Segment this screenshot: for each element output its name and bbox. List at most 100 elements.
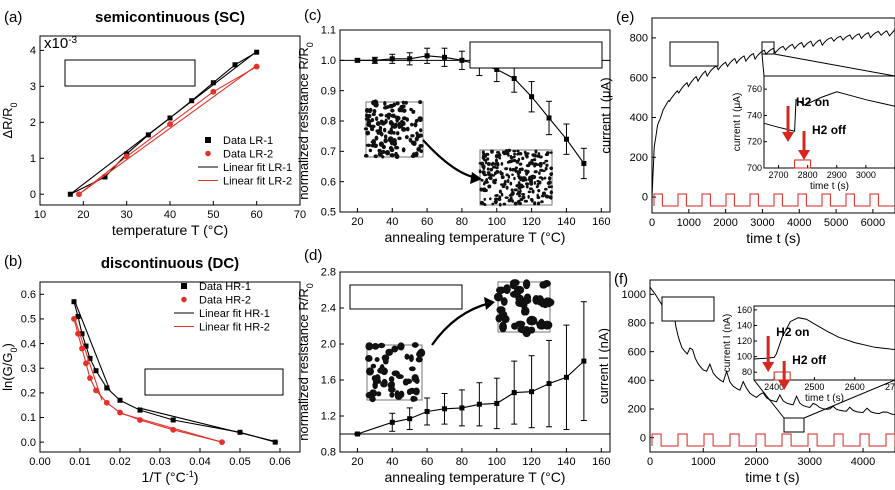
- x-axis-label-text: 1/T (°C: [142, 469, 186, 485]
- grain: [517, 325, 528, 334]
- grain: [381, 149, 386, 154]
- grain: [510, 192, 514, 197]
- grain: [513, 155, 516, 159]
- grain: [478, 169, 482, 174]
- grain: [486, 167, 490, 171]
- grain: [549, 190, 553, 195]
- y-tick-label: 0.9: [321, 85, 336, 97]
- y-axis-label: current I (nA): [596, 328, 611, 404]
- arrow-head: [798, 150, 811, 160]
- data-point: [389, 56, 395, 62]
- grain: [495, 169, 500, 174]
- x-tick-label: 0.05: [229, 456, 250, 468]
- grain: [539, 281, 548, 289]
- grain: [518, 194, 522, 198]
- grain: [518, 162, 523, 166]
- grain: [531, 161, 534, 166]
- grain: [540, 200, 544, 204]
- grain: [527, 194, 530, 199]
- y-tick-label: 600: [628, 346, 646, 358]
- plot-frame: [649, 279, 895, 453]
- grain: [492, 165, 497, 169]
- grain: [513, 176, 516, 181]
- inset-y-tick-label: 720: [747, 137, 762, 147]
- grain: [513, 152, 516, 156]
- inset-y-tick-label: 760: [747, 84, 762, 94]
- inset-y-tick-label: 140: [737, 320, 752, 330]
- x-tick-label: 0.04: [189, 456, 210, 468]
- grain: [385, 348, 394, 356]
- y-tick-label: 0.6: [321, 176, 336, 188]
- zoom-line: [803, 379, 895, 419]
- inset-x-tick-label: 3000: [856, 170, 876, 180]
- panel-label: (b): [4, 253, 22, 270]
- data-point: [210, 80, 216, 86]
- data-point: [354, 57, 360, 63]
- grain: [502, 202, 507, 206]
- fit-line: [73, 316, 103, 401]
- legend-label: Linear fit LR-1: [223, 162, 292, 174]
- arrow-head: [782, 132, 795, 142]
- grain: [387, 138, 393, 143]
- grain: [479, 187, 484, 192]
- grain: [523, 293, 532, 302]
- grain: [483, 197, 486, 201]
- legend-marker: [205, 137, 211, 143]
- grain: [383, 138, 388, 144]
- fit-line: [73, 298, 111, 391]
- grain: [499, 183, 504, 186]
- grain: [518, 167, 523, 171]
- data-point: [170, 417, 176, 423]
- grain: [373, 143, 378, 149]
- grain: [367, 113, 372, 119]
- grain: [490, 149, 494, 154]
- x-axis-label: annealing temperature T (°C): [385, 229, 566, 245]
- inset-x-tick-label: 2900: [827, 170, 847, 180]
- legend-marker: [181, 296, 187, 303]
- data-point: [253, 63, 260, 70]
- grain: [404, 100, 408, 105]
- grain: [414, 377, 420, 384]
- grain: [368, 148, 373, 153]
- data-point: [71, 299, 77, 305]
- grain: [517, 175, 521, 178]
- fit-line: [137, 407, 279, 443]
- grain: [541, 320, 553, 330]
- x-tick-label: 0: [647, 456, 653, 468]
- data-point: [123, 153, 130, 160]
- grain: [527, 190, 532, 194]
- grain: [368, 108, 372, 114]
- data-point: [563, 136, 569, 142]
- grain: [541, 298, 550, 309]
- chart-title: semicontinuous (SC): [95, 9, 245, 26]
- grain: [499, 321, 507, 333]
- grain: [545, 194, 550, 199]
- h2-pulse: [794, 159, 812, 169]
- x-tick-label: 2000: [744, 456, 768, 468]
- grain: [404, 353, 410, 360]
- data-point: [354, 431, 360, 437]
- data-point: [511, 76, 517, 82]
- microstructure-hr-after: [493, 279, 555, 338]
- zoom-source-box: [783, 417, 805, 433]
- grain: [538, 180, 542, 185]
- inset-x-tick-label: 2400: [764, 382, 784, 392]
- grain: [483, 158, 488, 162]
- grain: [373, 154, 378, 159]
- data-point: [167, 121, 173, 127]
- grain: [405, 126, 410, 132]
- x-axis-label-text: time t (s): [746, 230, 800, 246]
- grain: [481, 150, 485, 155]
- grain: [479, 200, 484, 205]
- plot-frame: [39, 281, 301, 453]
- grain: [419, 128, 423, 133]
- grain: [388, 376, 395, 383]
- data-point: [83, 360, 89, 367]
- zoom-line: [753, 379, 785, 419]
- data-point: [102, 174, 108, 180]
- grain: [519, 183, 524, 187]
- grain: [378, 342, 386, 349]
- x-tick-label: 80: [456, 216, 468, 228]
- legend-label: Linear fit HR-2: [199, 322, 270, 334]
- grain: [494, 158, 498, 163]
